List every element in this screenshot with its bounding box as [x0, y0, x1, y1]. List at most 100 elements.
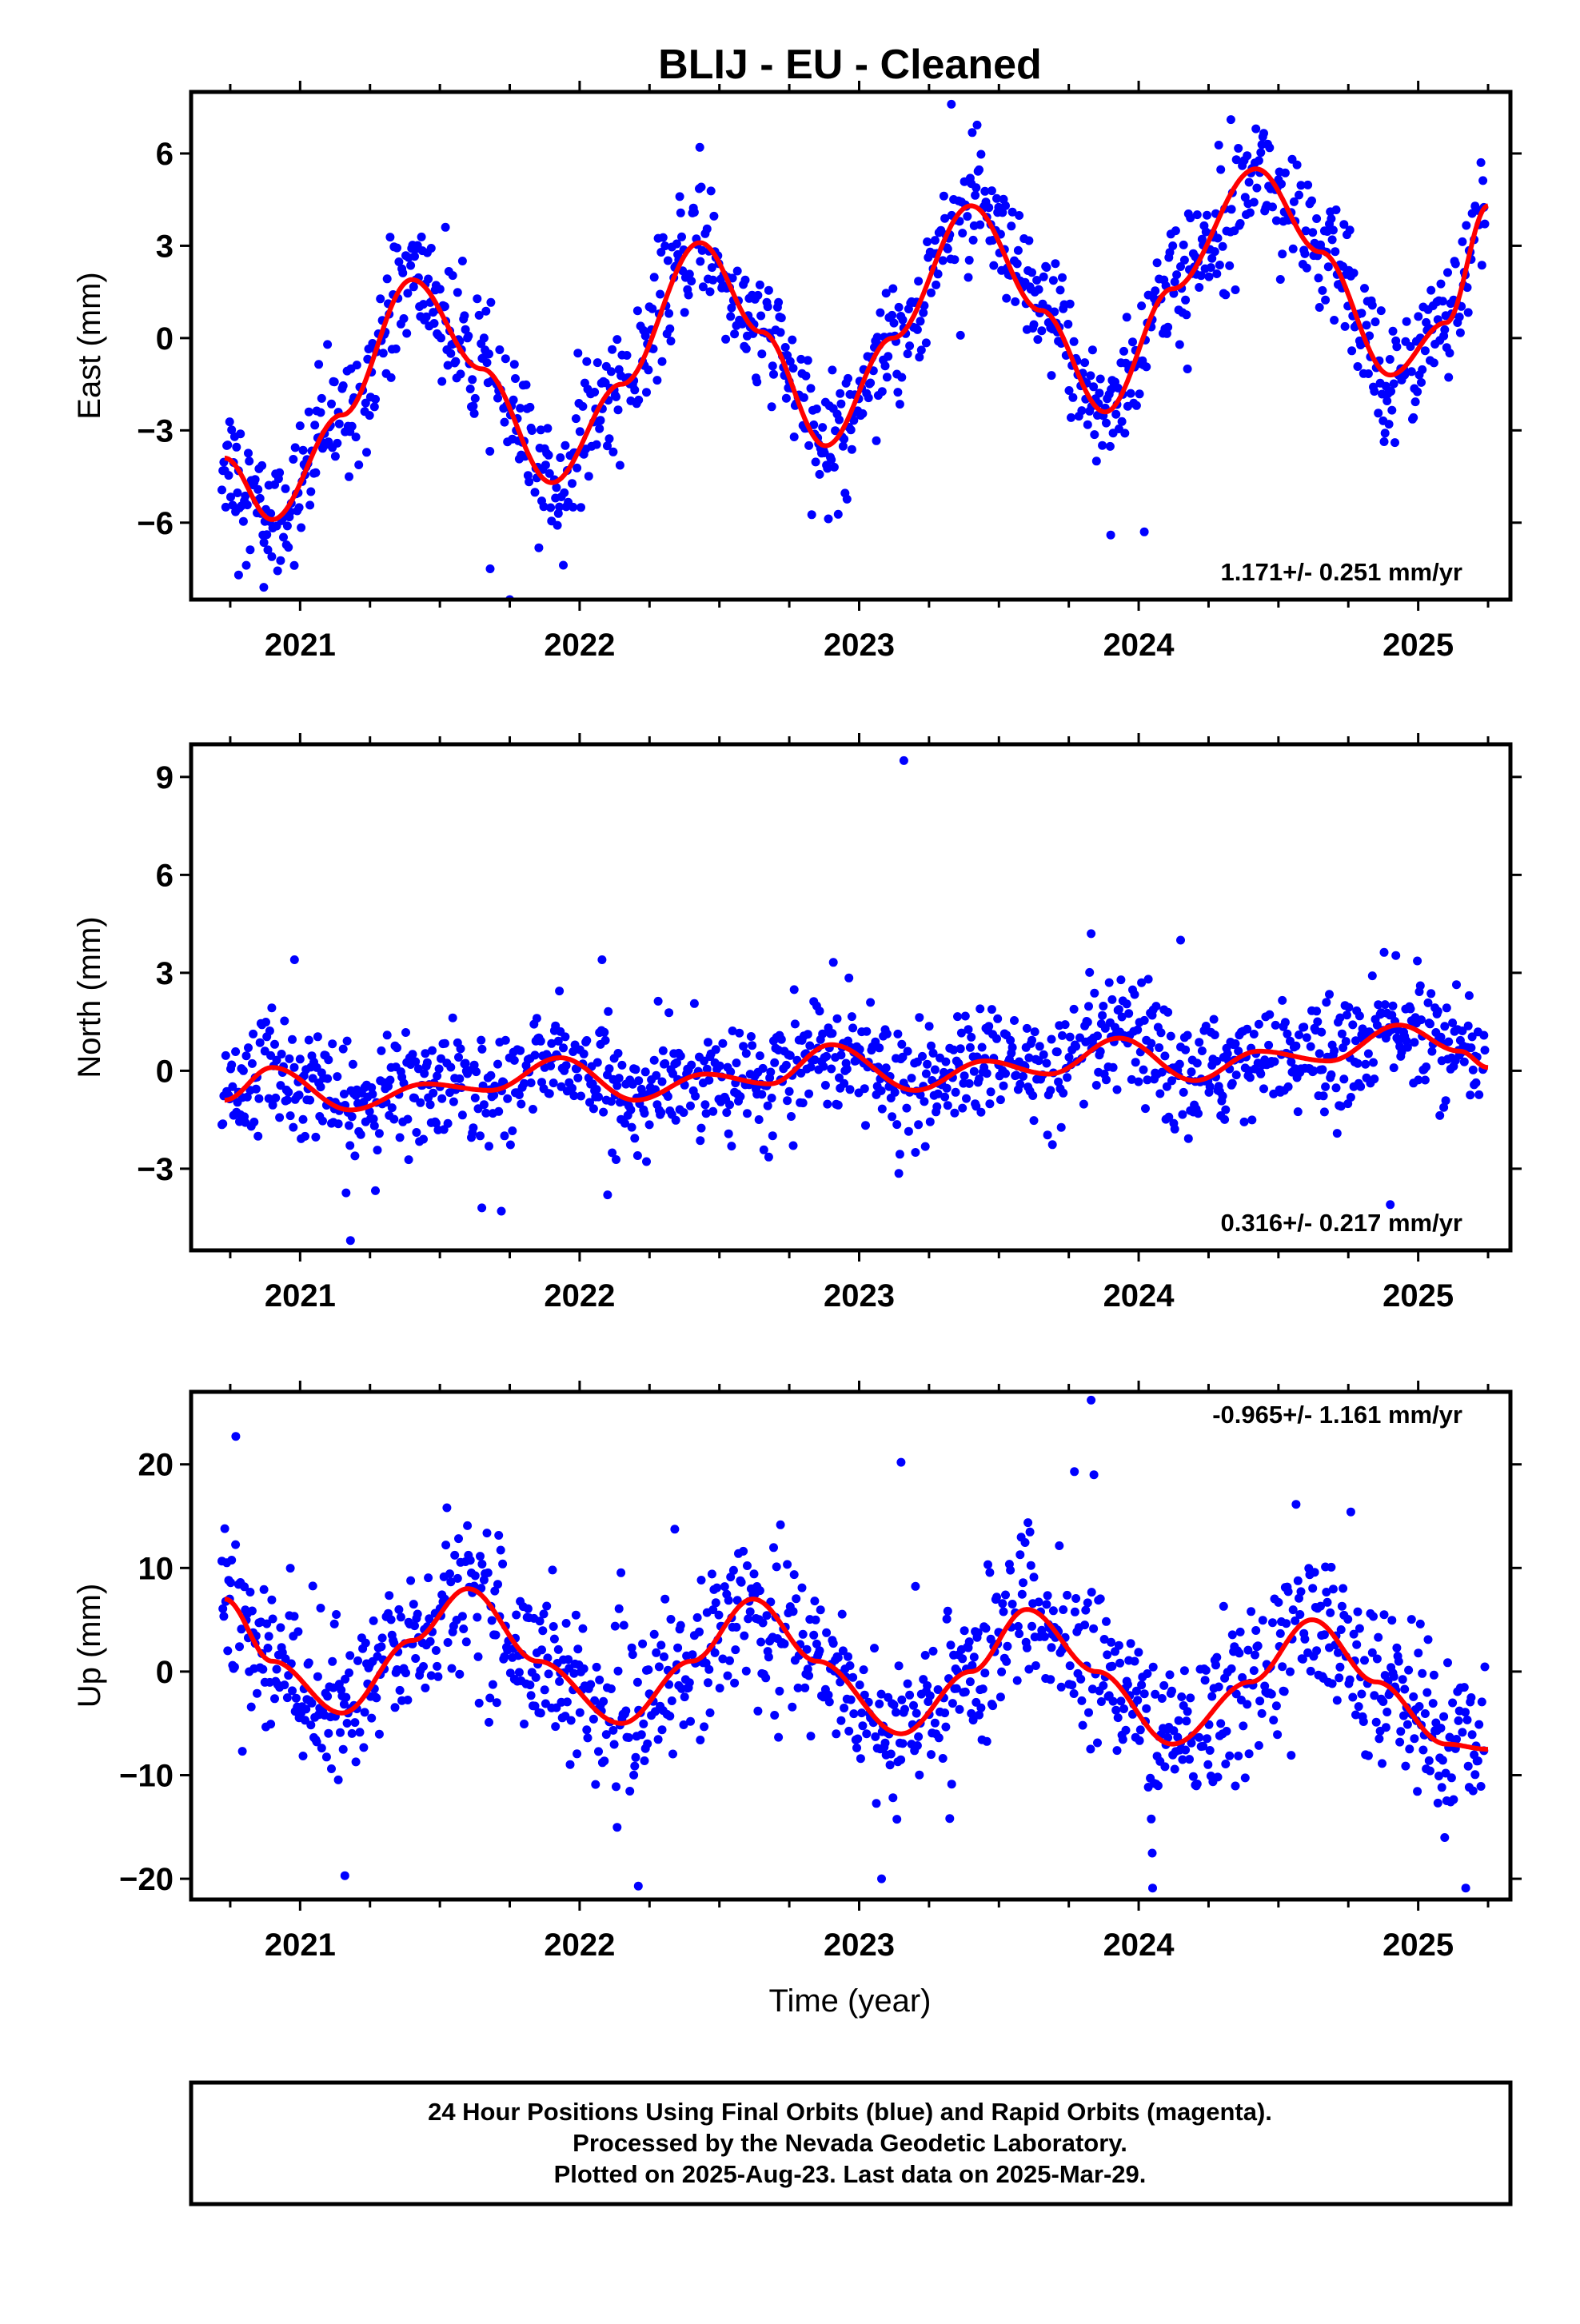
up-data-point: [591, 1780, 600, 1789]
up-data-point: [1143, 1669, 1152, 1678]
east-data-point: [939, 191, 948, 201]
east-data-point: [1231, 285, 1240, 294]
up-data-point: [610, 1621, 620, 1631]
north-data-point: [632, 1151, 642, 1160]
east-data-point: [1105, 441, 1115, 451]
up-y-tick-label: 0: [156, 1655, 174, 1690]
north-data-point: [668, 1069, 677, 1078]
east-data-point: [831, 426, 840, 436]
north-data-point: [382, 1030, 392, 1040]
north-data-point: [227, 1060, 237, 1070]
up-data-point: [640, 1756, 649, 1765]
up-data-point: [919, 1675, 928, 1684]
up-data-point: [1121, 1725, 1131, 1735]
north-data-point: [1011, 1070, 1021, 1080]
north-data-point: [431, 1118, 441, 1128]
up-data-point: [858, 1721, 868, 1731]
north-data-point: [940, 1092, 950, 1102]
east-data-point: [584, 472, 593, 481]
north-data-point: [1022, 1023, 1031, 1033]
east-data-point: [975, 165, 984, 174]
east-data-point: [603, 441, 612, 451]
north-data-point: [443, 1118, 453, 1128]
east-data-point: [998, 208, 1007, 217]
up-data-point: [473, 1652, 483, 1661]
east-data-point: [1440, 325, 1450, 334]
up-data-point: [1394, 1656, 1403, 1666]
east-data-point: [541, 460, 550, 470]
east-data-point: [485, 349, 493, 359]
east-data-point: [1328, 225, 1338, 235]
east-data-point: [334, 419, 344, 429]
up-data-point: [339, 1700, 349, 1709]
up-data-point: [1163, 1733, 1173, 1742]
east-data-point: [1443, 268, 1452, 277]
north-y-axis-label: North (mm): [72, 916, 107, 1078]
up-data-point: [537, 1645, 546, 1655]
up-data-point: [608, 1725, 618, 1735]
up-data-point: [1433, 1798, 1442, 1808]
up-data-point: [628, 1650, 637, 1660]
up-data-point: [667, 1696, 676, 1705]
east-data-point: [1450, 259, 1460, 269]
north-data-point: [964, 1025, 973, 1034]
up-data-point: [1108, 1696, 1118, 1706]
north-data-point: [280, 1016, 289, 1026]
east-outlier-point: [441, 222, 450, 232]
up-y-tick-label: 10: [138, 1551, 174, 1586]
north-data-point: [898, 1052, 908, 1062]
up-data-point: [1443, 1658, 1452, 1668]
up-data-point: [911, 1581, 920, 1591]
north-y-tick-label: 6: [156, 858, 174, 893]
east-data-point: [884, 352, 893, 361]
east-data-point: [227, 425, 237, 435]
north-data-point: [976, 1107, 986, 1117]
east-data-point: [1330, 316, 1339, 325]
up-data-point: [1031, 1661, 1040, 1670]
up-data-point: [1015, 1629, 1024, 1639]
up-data-point: [1135, 1725, 1145, 1735]
up-data-point: [793, 1683, 803, 1692]
north-data-point: [788, 1141, 798, 1150]
up-data-point: [732, 1596, 742, 1605]
east-data-point: [1207, 253, 1217, 263]
north-data-point: [1163, 1007, 1173, 1017]
north-data-point: [982, 1069, 991, 1078]
up-data-point: [744, 1614, 753, 1624]
up-outlier-point: [1070, 1467, 1079, 1477]
up-data-point: [1300, 1634, 1310, 1644]
up-data-point: [421, 1683, 430, 1692]
east-data-point: [294, 503, 304, 512]
north-x-tick-label: 2025: [1382, 1278, 1454, 1313]
north-data-point: [285, 1054, 294, 1063]
up-data-point: [253, 1688, 261, 1698]
north-data-point: [828, 1029, 837, 1038]
up-data-point: [342, 1719, 352, 1728]
north-data-point: [508, 1126, 517, 1135]
east-data-point: [409, 282, 418, 292]
up-data-point: [824, 1697, 834, 1707]
east-data-point: [333, 438, 342, 448]
up-data-point: [317, 1744, 326, 1753]
up-data-point: [679, 1720, 688, 1729]
east-data-point: [1007, 221, 1016, 231]
up-data-point: [828, 1639, 838, 1648]
east-data-point: [1438, 297, 1447, 306]
up-data-point: [886, 1749, 896, 1759]
east-data-point: [1117, 417, 1127, 426]
north-data-point: [798, 1098, 808, 1108]
up-data-point: [539, 1609, 549, 1619]
up-x-tick-label: 2022: [544, 1927, 615, 1963]
up-data-point: [1354, 1702, 1363, 1712]
up-data-point: [1187, 1738, 1196, 1748]
north-data-point: [1056, 1122, 1066, 1132]
up-data-point: [1096, 1697, 1106, 1706]
east-data-point: [310, 421, 320, 430]
north-data-point: [1104, 978, 1114, 987]
up-data-point: [613, 1666, 623, 1676]
east-data-point: [972, 120, 982, 130]
east-data-point: [1011, 297, 1020, 306]
north-data-point: [911, 1148, 920, 1157]
up-data-point: [612, 1823, 622, 1832]
up-data-point: [455, 1669, 465, 1679]
